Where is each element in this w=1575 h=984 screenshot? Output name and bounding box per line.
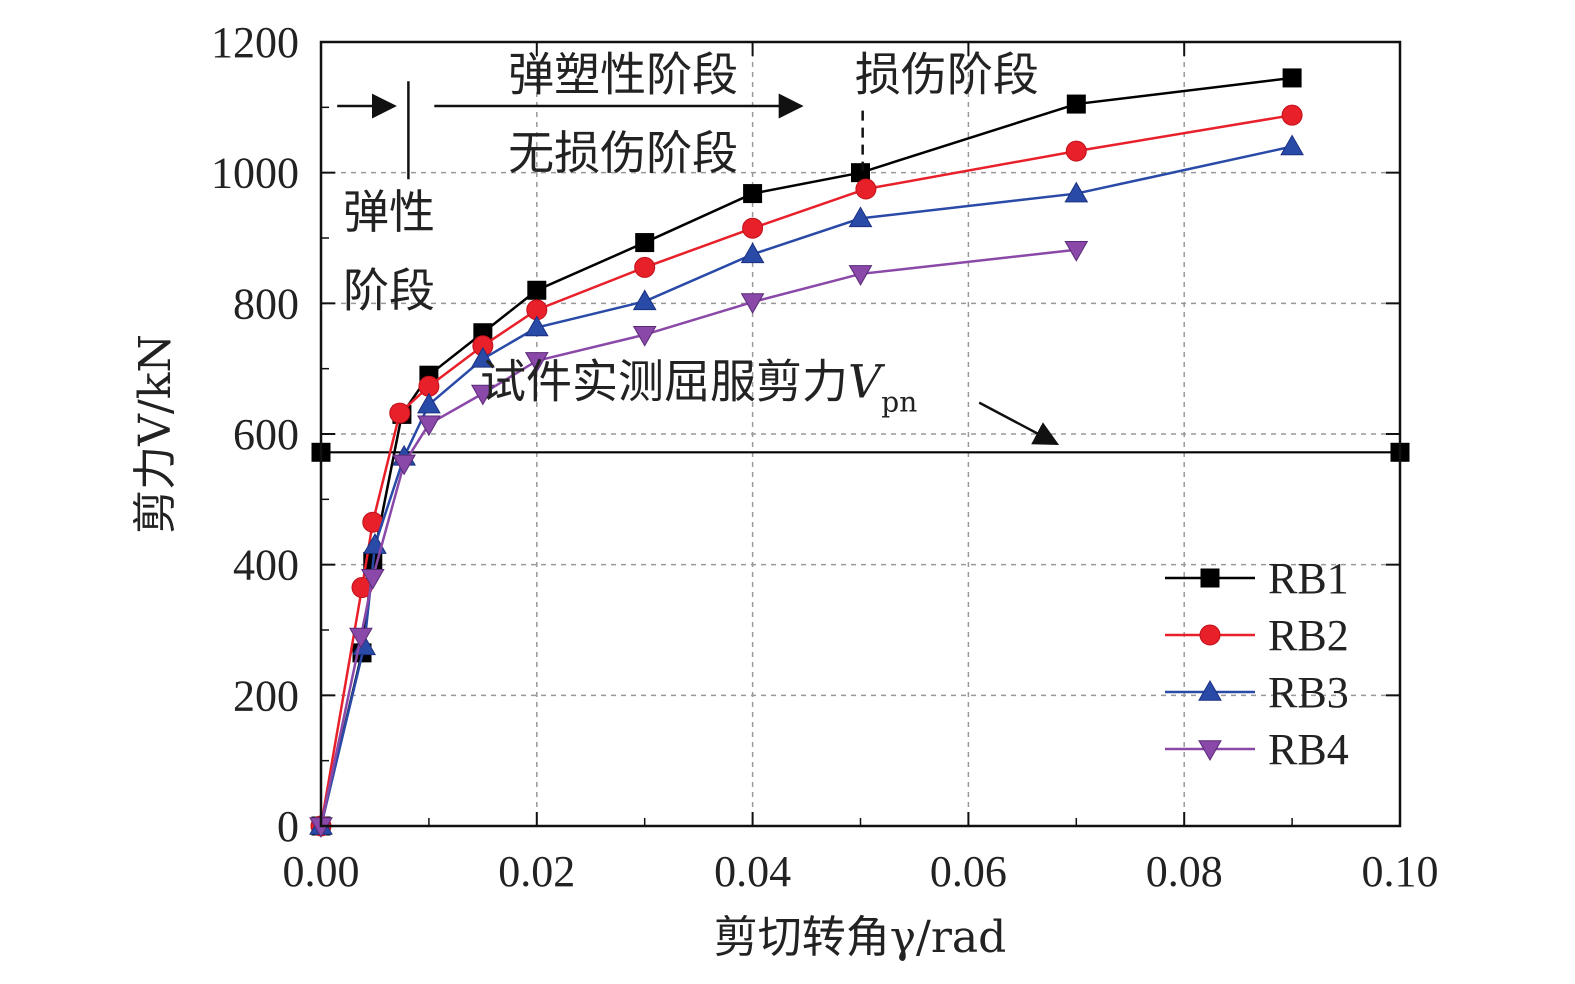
data-point-rb3	[417, 392, 441, 414]
annotation-subscript: pn	[881, 386, 917, 419]
stage-annotation: 弹塑性阶段	[508, 48, 738, 102]
data-point-rb2	[389, 402, 411, 424]
data-point-rb2	[1065, 140, 1087, 162]
x-tick-label: 0.08	[1146, 847, 1223, 896]
y-tick-label: 400	[233, 541, 299, 590]
x-tick-label: 0.06	[930, 847, 1007, 896]
data-point-rb3	[524, 315, 549, 337]
stage-annotation: 损伤阶段	[855, 48, 1039, 102]
y-tick-label: 1200	[211, 18, 299, 67]
data-point-rb4	[470, 384, 495, 406]
data-point-rb4	[349, 627, 373, 649]
yield-reference-line	[311, 442, 1410, 462]
x-axis-title: 剪切转角γ/rad	[714, 912, 1007, 963]
y-tick-label: 1000	[211, 149, 299, 198]
axis-ticks: 0.00 0.02 0.04 0.06 0.08 0.10 0 200 400 600 800 100…	[211, 18, 1439, 896]
legend-marker-rb4	[1198, 740, 1222, 762]
series-line-rb4	[319, 248, 1077, 827]
annotation-symbol: V	[848, 355, 886, 409]
x-tick-label: 0.04	[714, 847, 791, 896]
legend: RB1 RB2 RB3 RB4	[1165, 554, 1349, 774]
data-point-rb4	[417, 415, 441, 437]
stage-annotation: 弹性	[343, 185, 435, 239]
stage-annotation: 阶段	[343, 263, 435, 317]
x-tick-label: 0.10	[1362, 847, 1439, 896]
stage-annotation: 无损伤阶段	[508, 126, 738, 180]
data-point-rb2	[634, 256, 656, 278]
data-point-rb4	[848, 265, 873, 286]
data-point-rb3	[740, 242, 765, 264]
data-point-rb2	[855, 178, 877, 200]
series-line-rb2	[319, 113, 1293, 827]
data-point-rb2	[742, 217, 764, 239]
data-point-rb3	[470, 346, 495, 368]
data-point-rb4	[360, 568, 385, 590]
data-point-rb2	[1281, 104, 1303, 126]
data-point-rb4	[392, 454, 416, 476]
legend-label-rb2: RB2	[1268, 611, 1349, 660]
legend-marker-rb2	[1199, 624, 1221, 646]
data-point-rb4	[740, 293, 765, 315]
data-point-rb1	[1282, 68, 1302, 88]
data-point-rb3	[632, 289, 657, 311]
data-point-rb3	[1064, 181, 1089, 203]
legend-label-rb1: RB1	[1268, 554, 1349, 603]
data-point-rb1	[635, 233, 655, 253]
legend-marker-rb1	[1200, 568, 1220, 588]
x-tick-label: 0.00	[283, 847, 360, 896]
legend-marker-rb3	[1198, 679, 1222, 701]
grid-lines	[321, 42, 1400, 826]
stage-annotation: 试件实测屈服剪力Vpn	[480, 355, 917, 419]
data-point-rb4	[632, 325, 657, 347]
data-point-rb4	[1064, 241, 1089, 262]
y-tick-label: 800	[233, 279, 299, 328]
data-point-rb1	[1066, 94, 1086, 114]
legend-label-rb4: RB4	[1268, 725, 1349, 774]
y-tick-label: 600	[233, 410, 299, 459]
x-tick-label: 0.02	[498, 847, 575, 896]
data-point-rb4	[524, 352, 549, 373]
y-tick-label: 200	[233, 671, 299, 720]
data-point-rb3	[1280, 134, 1304, 156]
y-axis-title: 剪力V/kN	[130, 334, 181, 534]
legend-label-rb3: RB3	[1268, 668, 1349, 717]
series-line-rb3	[319, 145, 1293, 827]
y-tick-label: 0	[277, 802, 299, 851]
data-point-rb3	[848, 206, 873, 228]
data-point-rb1	[743, 184, 763, 204]
yield-pointer-arrow	[978, 401, 1060, 445]
data-point-rb1	[527, 280, 547, 300]
data-series	[309, 68, 1304, 839]
